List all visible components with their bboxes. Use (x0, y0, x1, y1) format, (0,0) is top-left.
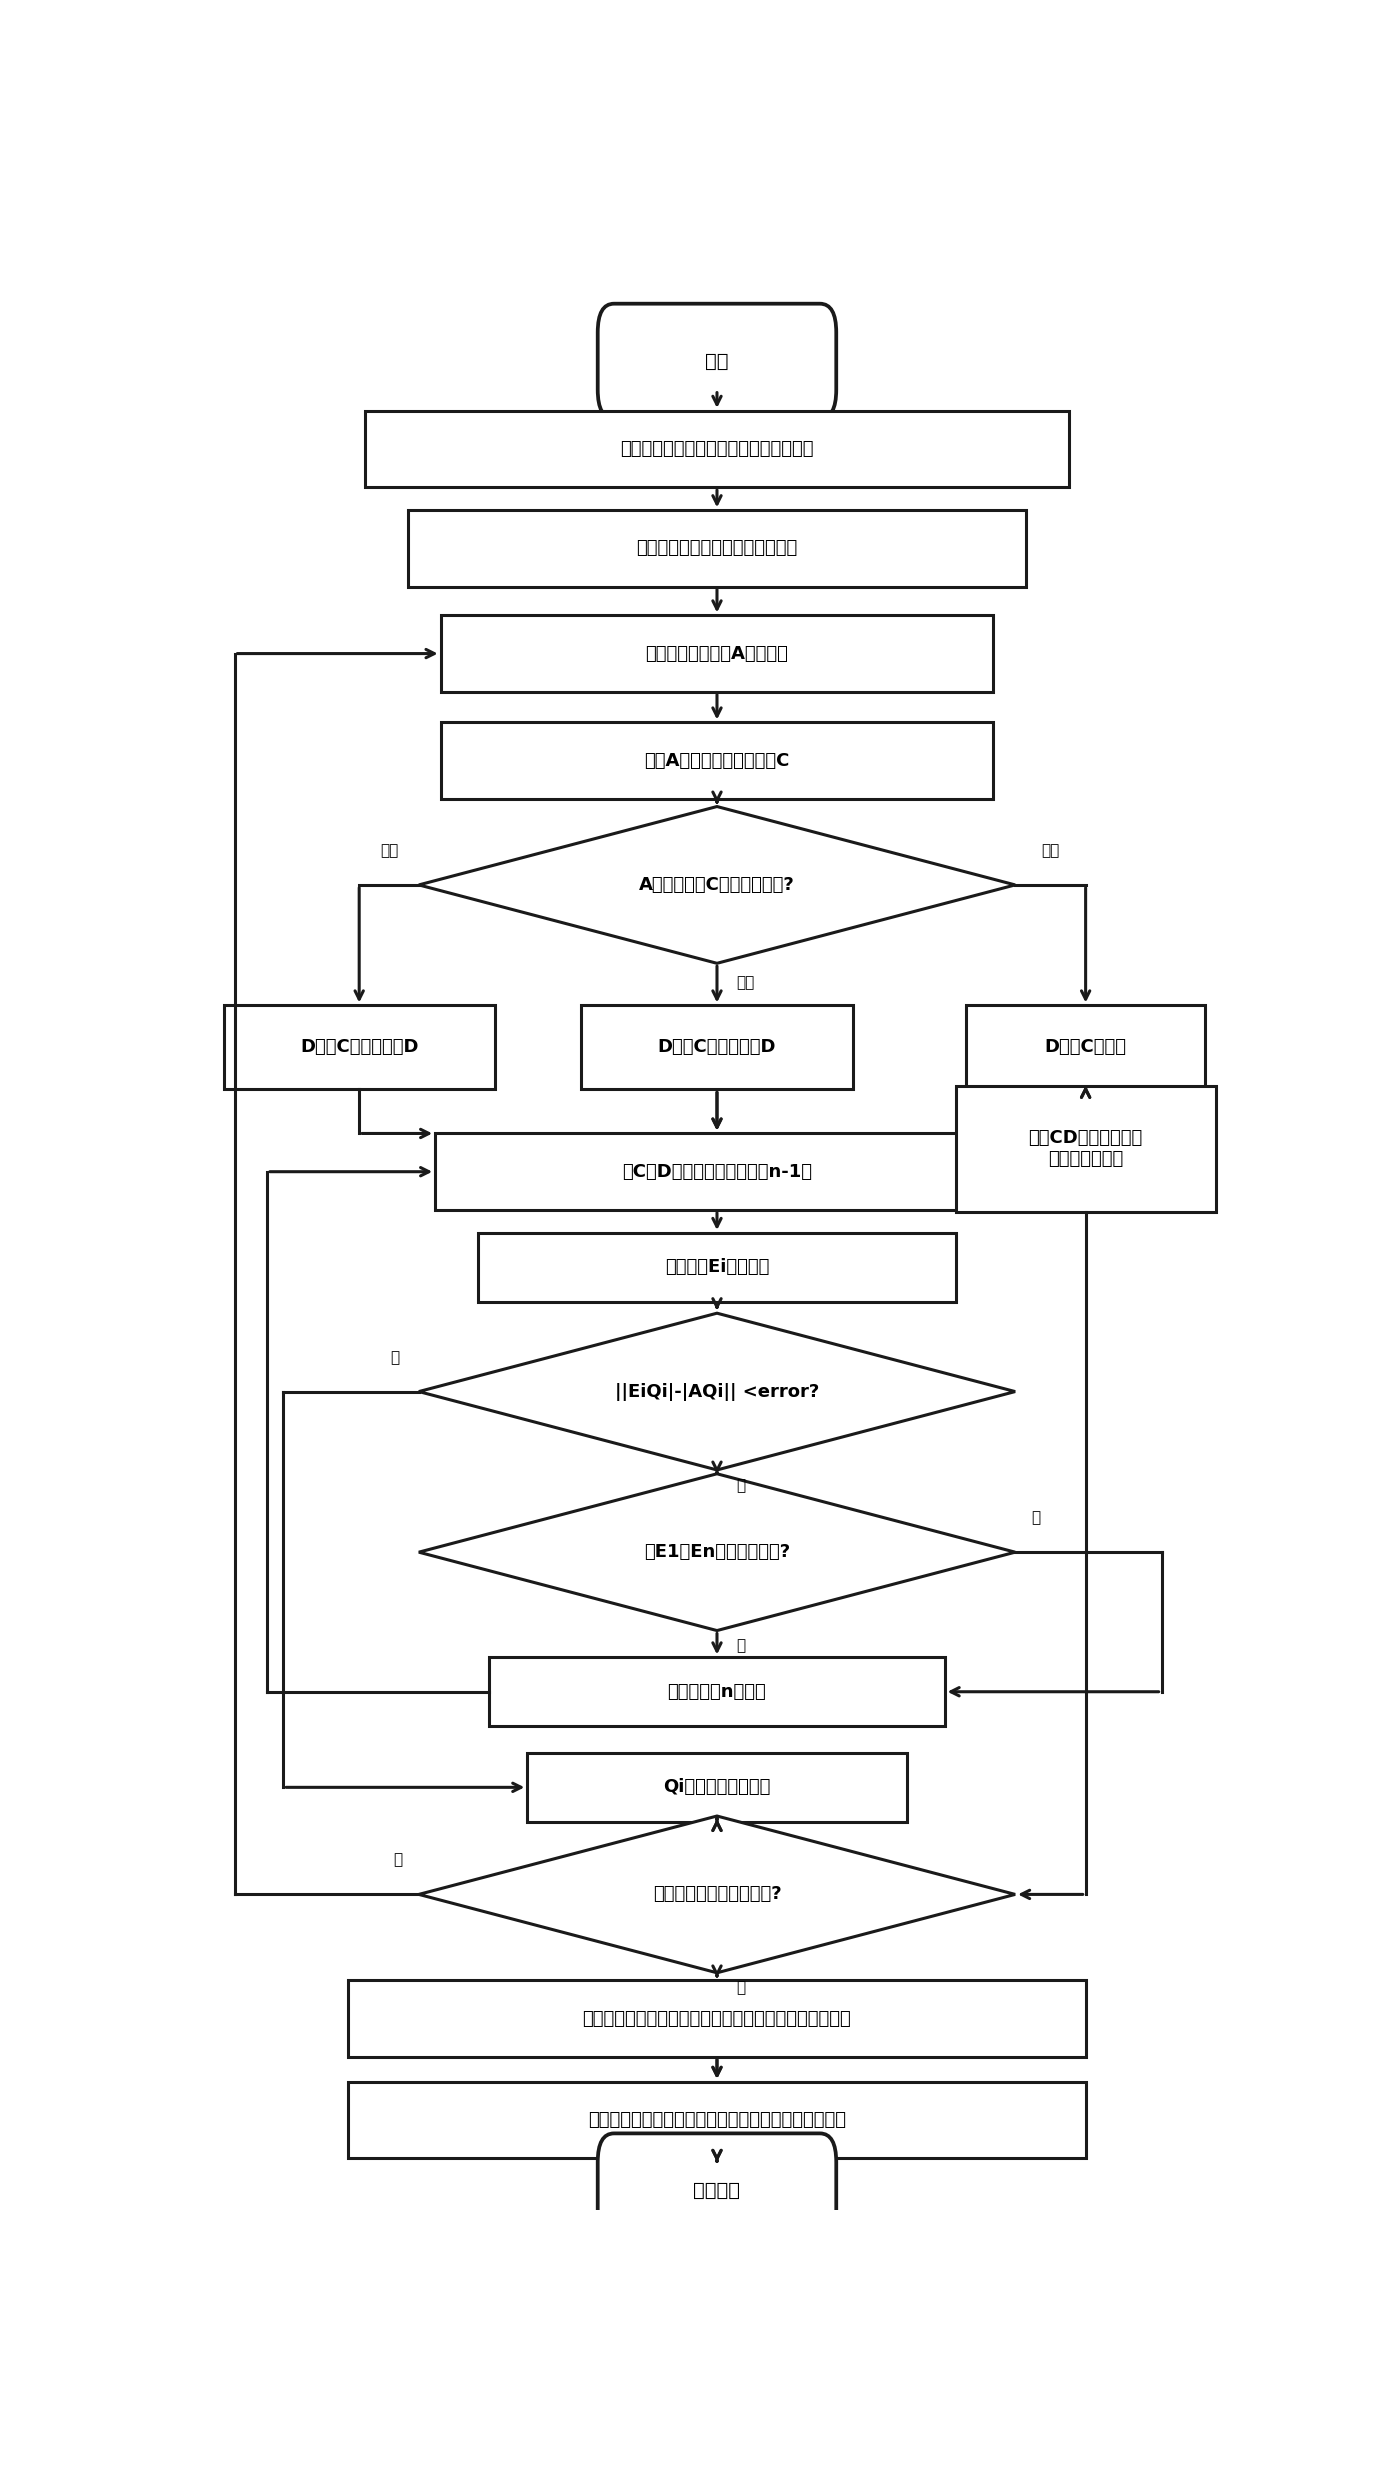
Text: 否: 否 (736, 1477, 746, 1492)
Bar (348, 1981, 1086, 2056)
Bar (527, 1753, 907, 1823)
Bar (348, 2081, 1086, 2158)
Bar (409, 509, 1025, 586)
Bar (478, 1234, 956, 1301)
Bar (441, 723, 993, 800)
Text: 大于: 大于 (381, 844, 399, 859)
Text: D点和C点重合: D点和C点重合 (1045, 1038, 1126, 1055)
FancyBboxPatch shape (597, 303, 837, 420)
FancyBboxPatch shape (597, 2133, 837, 2247)
Text: 是: 是 (390, 1351, 399, 1366)
Text: 背弧上的点是否都计算过?: 背弧上的点是否都计算过? (653, 1885, 781, 1904)
Text: D点在C点右侧，求D: D点在C点右侧，求D (299, 1038, 418, 1055)
Text: 等于: 等于 (1041, 844, 1059, 859)
Text: 读入叶片型线数据，将型线划分成四部分: 读入叶片型线数据，将型线划分成四部分 (620, 439, 814, 457)
Text: 检查所有中弧线上的点的斜率和曲率，有突跳的点舍去: 检查所有中弧线上的点的斜率和曲率，有突跳的点舍去 (588, 2111, 846, 2128)
Text: A点的斜率与C点的斜率比较?: A点的斜率与C点的斜率比较? (639, 876, 795, 894)
Text: 增加分段数n的数值: 增加分段数n的数值 (667, 1683, 767, 1701)
Text: ||EiQi|-|AQi|| <error?: ||EiQi|-|AQi|| <error? (616, 1383, 818, 1400)
Text: 选取一点Ei开始计算: 选取一点Ei开始计算 (665, 1259, 769, 1276)
Text: D点在C点左侧，求D: D点在C点左侧，求D (658, 1038, 776, 1055)
Text: 开始: 开始 (705, 353, 729, 370)
Text: 是: 是 (736, 1981, 746, 1996)
Polygon shape (418, 807, 1016, 963)
Bar (490, 1656, 944, 1726)
Text: 从E1到En是否计算完毕?: 从E1到En是否计算完毕? (644, 1542, 790, 1562)
Text: 线段CD的中点就是所
求中弧线上的点: 线段CD的中点就是所 求中弧线上的点 (1028, 1130, 1143, 1167)
Text: 小于: 小于 (736, 976, 754, 991)
Text: 否: 否 (1031, 1510, 1041, 1525)
Polygon shape (418, 1475, 1016, 1631)
Bar (967, 1006, 1205, 1090)
Text: 选取背弧上的一点A开始计算: 选取背弧上的一点A开始计算 (645, 646, 789, 663)
Bar (224, 1006, 495, 1090)
Polygon shape (418, 1314, 1016, 1470)
Polygon shape (418, 1815, 1016, 1974)
Text: 是: 是 (736, 1639, 746, 1654)
Text: 将所有中弧线上的点按照顺序排列并用三次样条曲线拟合: 将所有中弧线上的点按照顺序排列并用三次样条曲线拟合 (582, 2009, 852, 2029)
Text: 将内弧和背弧用三次样条曲线拟合: 将内弧和背弧用三次样条曲线拟合 (637, 539, 797, 556)
Text: 将C和D点之间的的线段分成n-1份: 将C和D点之间的的线段分成n-1份 (623, 1162, 811, 1182)
Text: Qi就是中弧线上的点: Qi就是中弧线上的点 (663, 1778, 771, 1795)
Bar (582, 1006, 852, 1090)
Bar (365, 410, 1069, 487)
Bar (956, 1085, 1216, 1212)
Text: 求得A点法线与内弧的交点C: 求得A点法线与内弧的交点C (645, 752, 789, 770)
Bar (435, 1132, 999, 1209)
Bar (441, 616, 993, 693)
Text: 否: 否 (393, 1852, 403, 1867)
Text: 计算完毕: 计算完毕 (694, 2180, 740, 2200)
